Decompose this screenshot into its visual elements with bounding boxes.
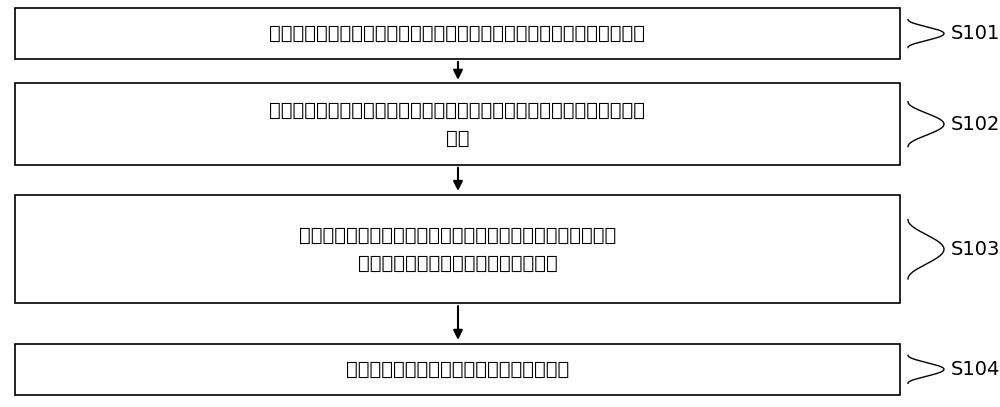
- Bar: [15, 8, 900, 59]
- Bar: [15, 195, 900, 303]
- Bar: [15, 83, 900, 165]
- Text: 根据注塑机的压力测量值以及注塑机的压力设定值，确定注塑机的压力目
标值: 根据注塑机的压力测量值以及注塑机的压力设定值，确定注塑机的压力目 标值: [270, 101, 646, 148]
- Text: 根据注塑机的压力目标值、注塑机的压力测量值以及注塑机的
速度测量值，得到注塑机的速度目标值: 根据注塑机的压力目标值、注塑机的压力测量值以及注塑机的 速度测量值，得到注塑机的…: [299, 226, 616, 273]
- Text: S103: S103: [951, 240, 1000, 259]
- Text: S104: S104: [951, 360, 1000, 379]
- Text: S101: S101: [951, 24, 1000, 43]
- Text: 根据注塑机的速度目标值控制注塑机的运行: 根据注塑机的速度目标值控制注塑机的运行: [346, 360, 569, 379]
- Text: 获取注塑机的压力测量值、注塑机的压力设定值以及注塑机的速度测量值: 获取注塑机的压力测量值、注塑机的压力设定值以及注塑机的速度测量值: [270, 24, 646, 43]
- Text: S102: S102: [951, 115, 1000, 133]
- Bar: [15, 344, 900, 395]
